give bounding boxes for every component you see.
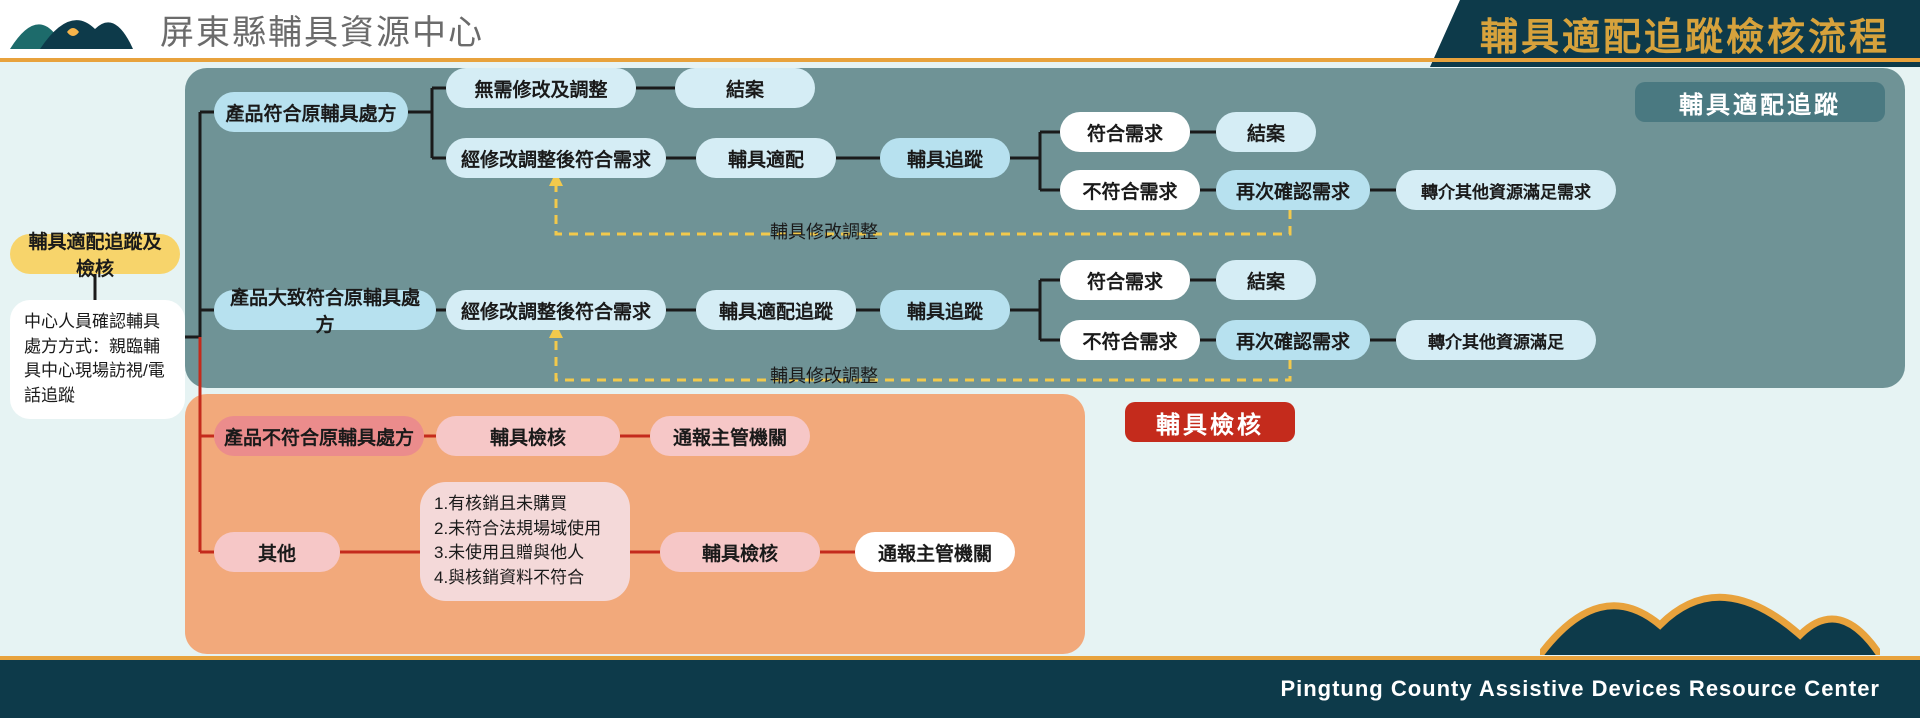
b1-opt2: 經修改調整後符合需求 [446,138,666,178]
page-title: 輔具適配追蹤檢核流程 [1430,0,1920,67]
b2-ok-end: 結案 [1216,260,1316,300]
start-node: 輔具適配追蹤及檢核 [10,234,180,274]
b4-list: 1.有核銷且未購買 2.未符合法規場域使用 3.未使用且贈與他人 4.與核銷資料… [420,482,630,601]
b1-opt1-end: 結案 [675,68,815,108]
b1-stepa: 輔具適配 [696,138,836,178]
b1-no-next: 再次確認需求 [1216,170,1370,210]
b4-label: 其他 [214,532,340,572]
b2-label: 產品大致符合原輔具處方 [214,290,436,330]
panel-check-label: 輔具檢核 [1125,402,1295,442]
b3-label: 產品不符合原輔具處方 [214,416,424,456]
b1-ok: 符合需求 [1060,112,1190,152]
b1-stepb: 輔具追蹤 [880,138,1010,178]
b1-ok-end: 結案 [1216,112,1316,152]
panel-tracking: 輔具適配追蹤 [185,68,1905,388]
b2-stepa: 輔具適配追蹤 [696,290,856,330]
b1-label: 產品符合原輔具處方 [214,92,408,132]
footer-mountain-icon [1540,565,1880,660]
panel-tracking-label: 輔具適配追蹤 [1635,82,1885,122]
org-title: 屏東縣輔具資源中心 [160,5,484,54]
b2-dash-label: 輔具修改調整 [770,362,878,388]
logo-icon [0,0,140,58]
b2-refer: 轉介其他資源滿足 [1396,320,1596,360]
b2-no: 不符合需求 [1060,320,1200,360]
b3-stepb: 通報主管機關 [650,416,810,456]
b1-refer: 轉介其他資源滿足需求 [1396,170,1616,210]
b1-dash-label: 輔具修改調整 [770,218,878,244]
start-desc: 中心人員確認輔具處方方式：親臨輔具中心現場訪視/電話追蹤 [10,300,185,419]
b4-stepb: 通報主管機關 [855,532,1015,572]
footer: Pingtung County Assistive Devices Resour… [0,660,1920,718]
b1-no: 不符合需求 [1060,170,1200,210]
b2-no-next: 再次確認需求 [1216,320,1370,360]
b2-opt: 經修改調整後符合需求 [446,290,666,330]
b2-stepb: 輔具追蹤 [880,290,1010,330]
b4-stepa: 輔具檢核 [660,532,820,572]
b3-stepa: 輔具檢核 [436,416,620,456]
b2-ok: 符合需求 [1060,260,1190,300]
footer-text: Pingtung County Assistive Devices Resour… [1280,676,1880,702]
b1-opt1: 無需修改及調整 [446,68,636,108]
